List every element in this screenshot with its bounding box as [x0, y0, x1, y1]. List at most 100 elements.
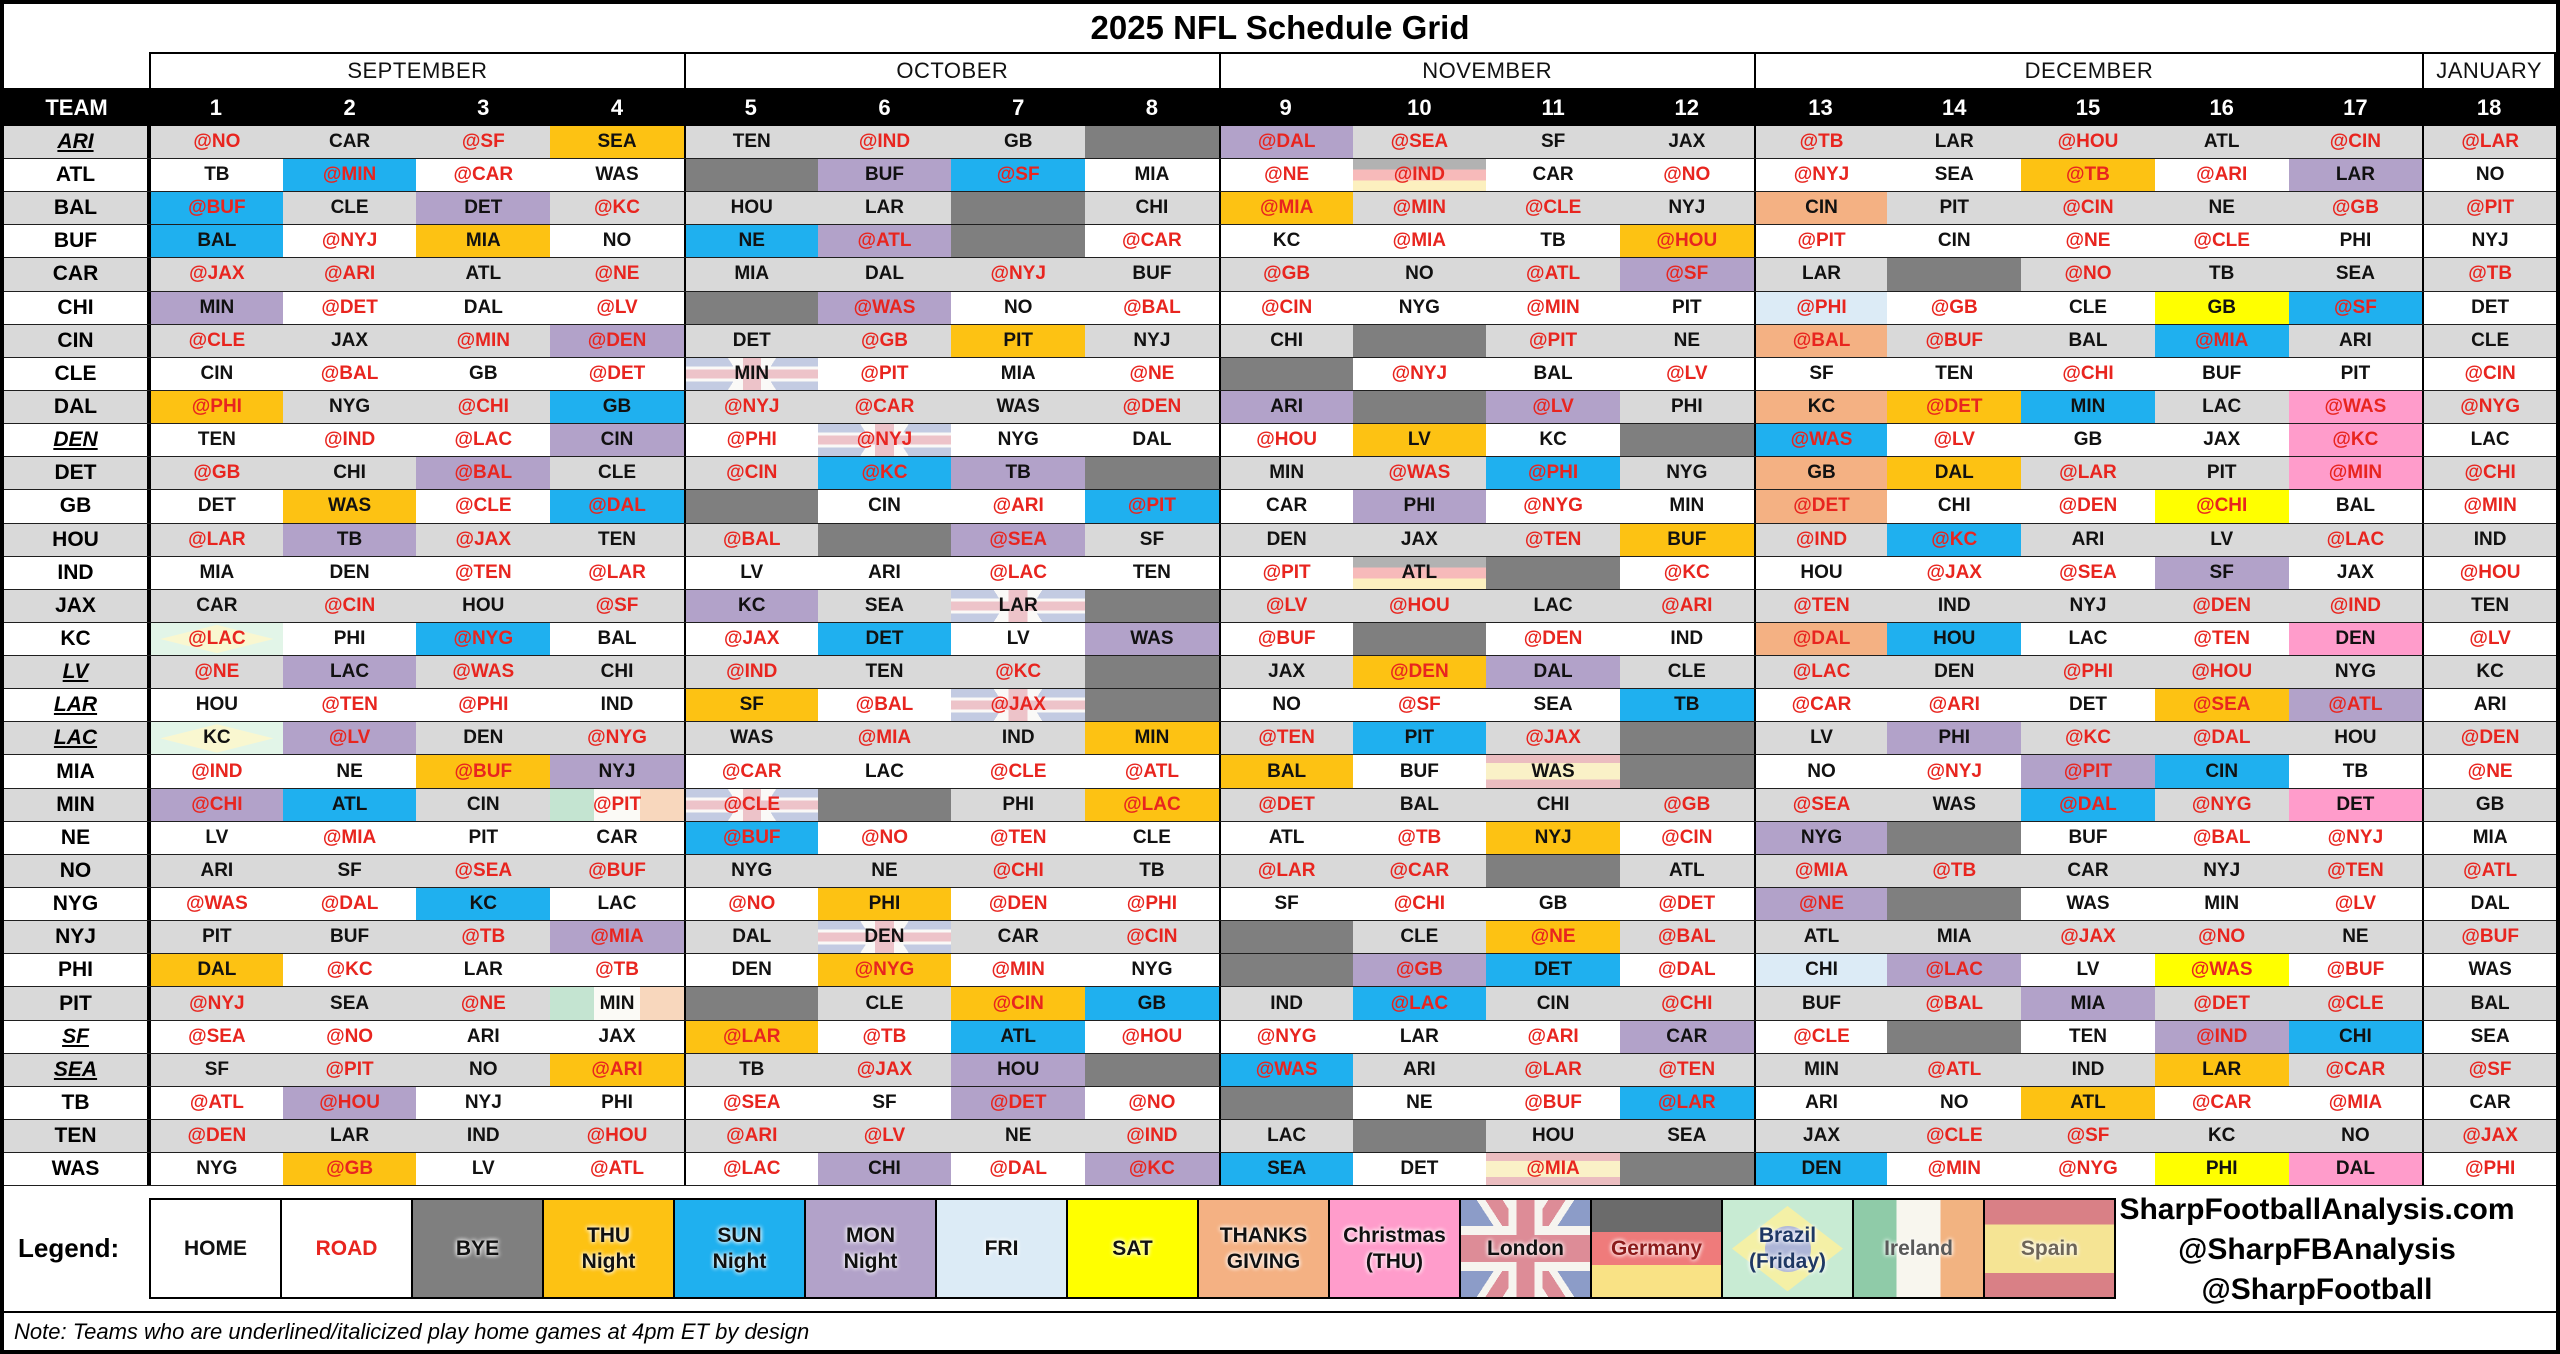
opponent-label: TB [1540, 230, 1566, 252]
opponent-label: HOU [1531, 1125, 1575, 1147]
game-cell: @MIA [1753, 854, 1888, 888]
month-header-spacer [4, 52, 149, 90]
opponent-label: MIN [1804, 1058, 1839, 1080]
opponent-label: @IND [1795, 528, 1848, 550]
opponent-label: @NYG [1256, 1025, 1317, 1047]
opponent-label: @JAX [1525, 727, 1581, 749]
game-cell: @TEN [1620, 1054, 1754, 1086]
opponent-label: @NO [1663, 164, 1711, 186]
bye-cell [1887, 821, 2022, 854]
opponent-label: SF [337, 859, 362, 881]
opponent-label: @MIA [857, 727, 912, 749]
opponent-label: BUF [2068, 826, 2108, 848]
game-cell: DET [683, 324, 818, 357]
opponent-label: CAR [997, 926, 1039, 948]
team-row: LAC KC @LV DEN @NYG WAS @MIA IND MIN @TEN PIT @JAX L… [4, 722, 2556, 756]
game-cell: @BAL [1620, 921, 1754, 953]
game-cell: @JAX [2021, 921, 2155, 953]
game-cell: @MIN [1353, 192, 1487, 224]
opponent-label: NE [738, 230, 765, 252]
game-cell: @TB [1353, 822, 1487, 854]
opponent-label: @JAX [455, 528, 512, 550]
team-label: LAR [4, 689, 149, 722]
game-cell: LV [149, 821, 283, 854]
game-cell: CAR [2422, 1086, 2556, 1120]
brazil-flag-icon [151, 722, 283, 755]
opponent-label: BUF [1667, 528, 1707, 550]
opponent-label: @TB [2066, 164, 2110, 186]
opponent-label: @SEA [454, 859, 513, 881]
game-cell: @TB [2422, 258, 2556, 291]
game-cell: @NO [683, 888, 818, 921]
opponent-label: @CLE [2193, 230, 2250, 252]
game-cell: MIA [2422, 821, 2556, 854]
opponent-label: @TB [1932, 859, 1977, 881]
opponent-label: @GB [1663, 793, 1711, 815]
game-cell: @NE [2422, 755, 2556, 788]
game-cell: CHI [1887, 490, 2021, 522]
opponent-label: NYJ [598, 760, 636, 782]
game-cell: @TEN [1218, 722, 1353, 755]
opponent-label: @TB [862, 1025, 907, 1047]
opponent-label: ATL [1401, 561, 1438, 583]
opponent-label: @MIA [322, 826, 377, 848]
game-cell: @LV [1620, 358, 1754, 390]
opponent-label: NYG [1666, 462, 1708, 484]
opponent-label: @BAL [454, 462, 513, 484]
game-cell: PHI [2154, 1153, 2289, 1186]
opponent-label: @CLE [1524, 197, 1582, 219]
flag-wash-overlay [817, 921, 952, 954]
opponent-label: LAR [330, 1125, 370, 1147]
opponent-label: IND [600, 694, 634, 716]
team-row: ARI @NO CAR @SF SEA TEN @IND GB @DAL @SEA SF JAX @TB… [4, 125, 2556, 159]
opponent-label: @CAR [1122, 230, 1182, 252]
game-cell: CAR [283, 126, 417, 158]
opponent-label: @LV [596, 296, 638, 318]
opponent-label: @BAL [1925, 992, 1984, 1014]
opponent-label: @LAC [2326, 528, 2385, 550]
opponent-label: @BAL [1792, 329, 1851, 351]
opponent-label: @DEN [187, 1125, 247, 1147]
game-cell: TB [951, 457, 1086, 490]
opponent-label: PHI [1670, 396, 1703, 417]
opponent-label: MIA [1134, 164, 1170, 186]
game-cell: @DAL [2155, 722, 2289, 754]
game-cell: @CLE [1887, 1120, 2021, 1152]
team-label: WAS [4, 1153, 149, 1186]
opponent-label: @PHI [726, 429, 777, 451]
bye-cell [1218, 357, 1353, 390]
opponent-label: LV [740, 561, 764, 583]
game-cell: @DEN [149, 1120, 283, 1153]
bye-cell [683, 490, 818, 523]
opponent-label: WAS [2066, 893, 2110, 915]
opponent-label: GB [2475, 793, 2505, 815]
opponent-label: @WAS [185, 893, 248, 915]
game-cell: PHI [817, 888, 952, 921]
bye-cell [1085, 589, 1219, 622]
opponent-label: @DAL [1658, 959, 1716, 981]
game-cell: PHI [283, 623, 417, 655]
game-cell: DET [1486, 954, 1620, 987]
game-cell: @NYG [550, 722, 684, 754]
opponent-label: @PIT [1262, 561, 1311, 583]
opponent-label: TEN [732, 130, 771, 152]
schedule-grid: ARI @NO CAR @SF SEA TEN @IND GB @DAL @SEA SF JAX @TB… [4, 125, 2556, 1187]
game-cell: @JAX [149, 258, 283, 291]
game-cell: GB [1486, 888, 1620, 920]
game-cell: WAS [2422, 954, 2556, 987]
opponent-label: @CAR [721, 760, 782, 782]
game-cell: CLE [2422, 324, 2556, 357]
opponent-label: BAL [1533, 362, 1573, 384]
game-cell: CAR [550, 822, 684, 854]
game-cell: @GB [1620, 789, 1754, 821]
team-row: TB @ATL @HOU NYJ PHI @SEA SF @DET @NO NE @BUF @LAR A… [4, 1086, 2556, 1121]
game-cell: @SF [550, 590, 684, 622]
opponent-label: @IND [2329, 594, 2382, 616]
opponent-label: LAC [2470, 429, 2510, 451]
opponent-label: BUF [1132, 263, 1172, 285]
game-cell: @LAC [683, 1153, 818, 1186]
game-cell: @LAR [1619, 1086, 1754, 1120]
credit-handle-2: @SharpFootball [2201, 1273, 2433, 1307]
opponent-label: CIN [1937, 230, 1971, 252]
game-cell: @PIT [550, 788, 684, 821]
